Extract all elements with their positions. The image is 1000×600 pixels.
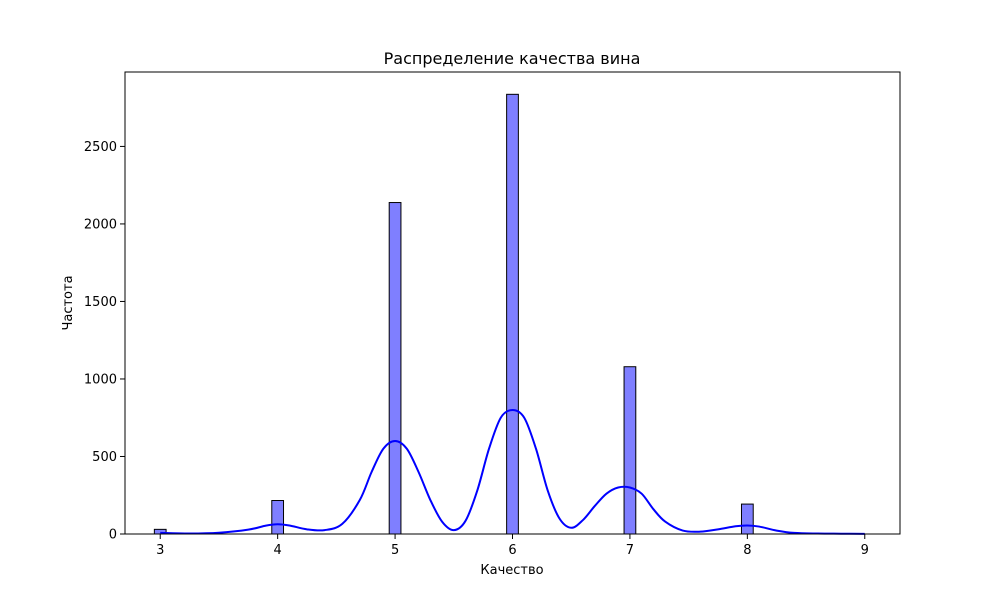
kde-layer bbox=[160, 408, 865, 535]
chart-title: Распределение качества вина bbox=[384, 49, 641, 68]
bar-quality-4 bbox=[271, 500, 285, 535]
kde-line bbox=[160, 408, 865, 535]
x-tick-label: 3 bbox=[156, 543, 164, 558]
x-tick-label: 5 bbox=[391, 543, 399, 558]
bar-quality-7 bbox=[623, 366, 637, 535]
bars-layer bbox=[153, 93, 754, 535]
y-tick-label: 2500 bbox=[84, 140, 117, 155]
y-tick-label: 2000 bbox=[84, 217, 117, 232]
y-axis-label: Частота bbox=[61, 275, 76, 330]
x-tick-label: 9 bbox=[861, 543, 869, 558]
bar-quality-8 bbox=[740, 503, 754, 535]
y-tick-label: 500 bbox=[92, 450, 117, 465]
y-tick-label: 1500 bbox=[84, 295, 117, 310]
x-axis-label: Качество bbox=[480, 563, 543, 578]
x-tick-label: 8 bbox=[743, 543, 751, 558]
y-tick-label: 0 bbox=[109, 528, 117, 543]
x-axis-ticks: 3 4 5 6 7 8 9 bbox=[156, 534, 869, 558]
bar-quality-6 bbox=[506, 93, 519, 535]
bar-quality-5 bbox=[388, 202, 402, 535]
y-axis-ticks: 0 500 1000 1500 2000 2500 bbox=[84, 140, 125, 543]
x-tick-label: 4 bbox=[274, 543, 282, 558]
x-tick-label: 6 bbox=[508, 543, 516, 558]
y-tick-label: 1000 bbox=[84, 372, 117, 387]
x-tick-label: 7 bbox=[626, 543, 634, 558]
